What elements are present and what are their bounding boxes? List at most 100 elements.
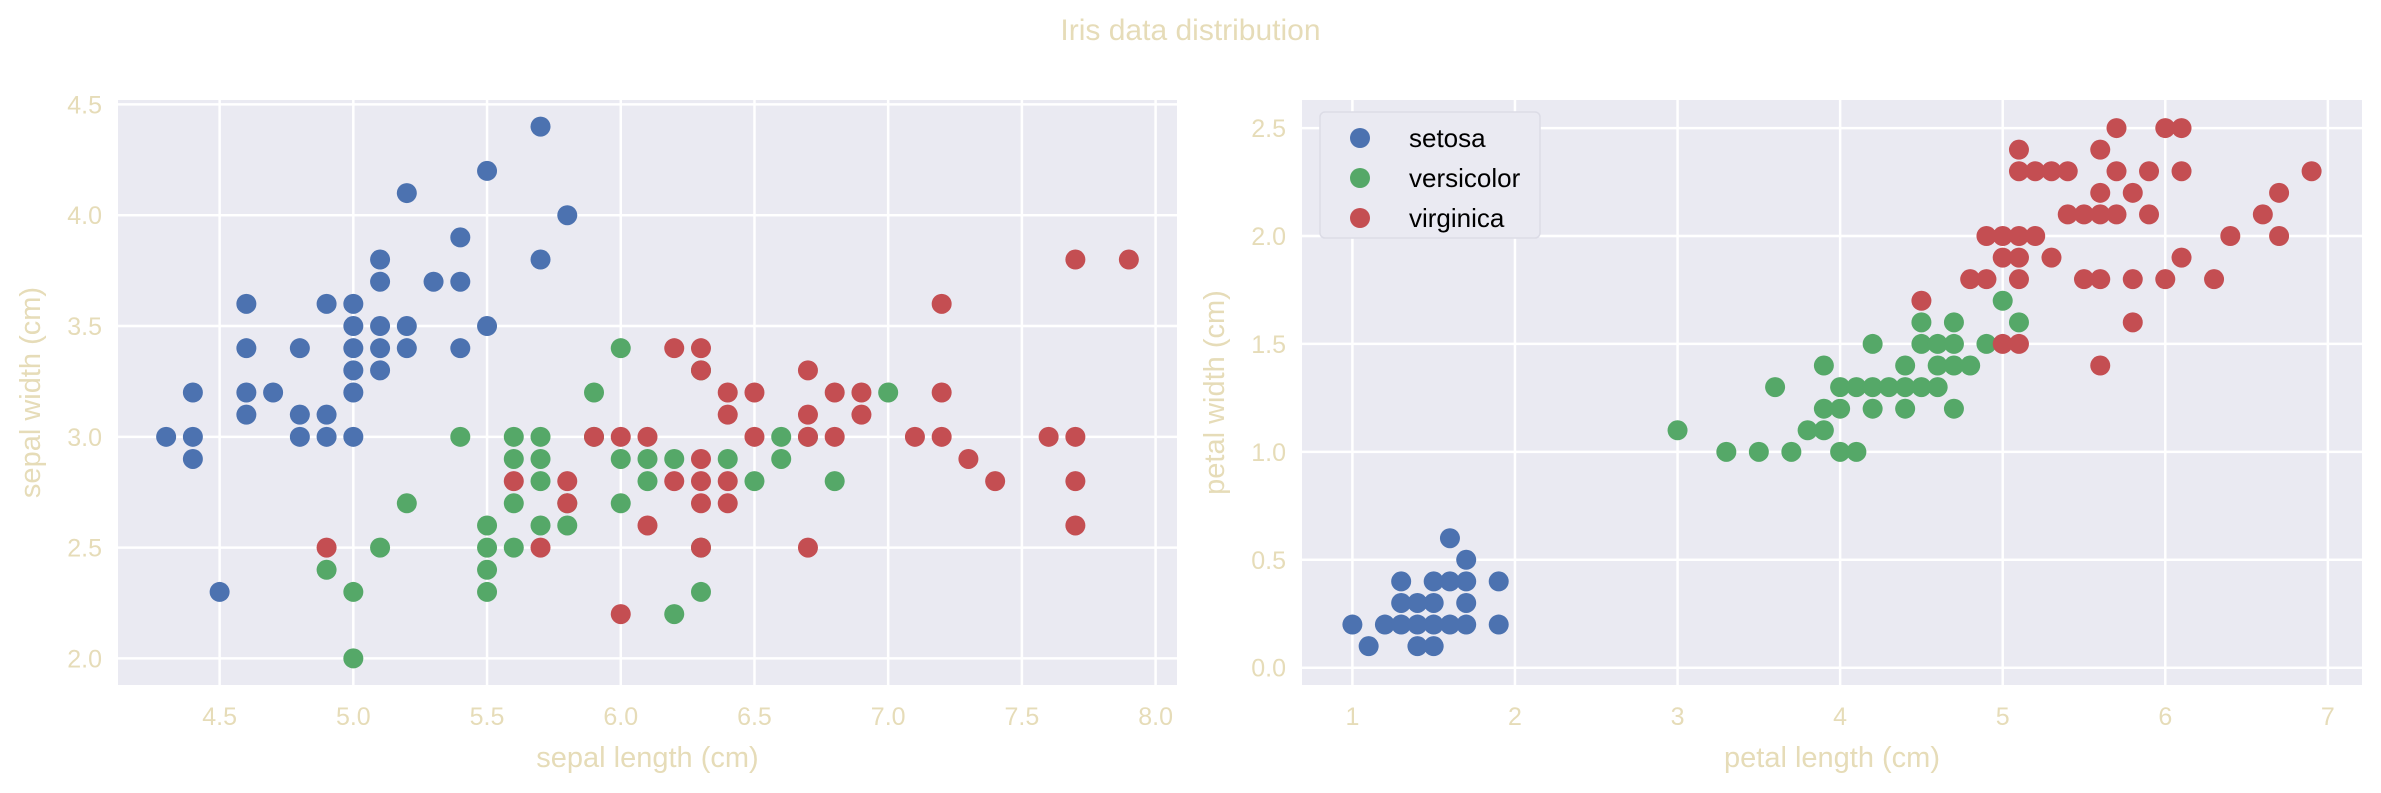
- data-point-setosa: [1407, 592, 1428, 613]
- data-point-setosa: [370, 338, 391, 359]
- data-point-setosa: [396, 316, 417, 337]
- data-point-versicolor: [1765, 377, 1786, 398]
- data-point-versicolor: [503, 426, 524, 447]
- data-point-virginica: [1038, 426, 1059, 447]
- data-point-setosa: [1342, 614, 1363, 635]
- data-point-versicolor: [477, 537, 498, 558]
- data-point-versicolor: [690, 581, 711, 602]
- data-point-setosa: [1456, 571, 1477, 592]
- data-point-versicolor: [1911, 377, 1932, 398]
- data-point-virginica: [2057, 204, 2078, 225]
- data-point-virginica: [2139, 204, 2160, 225]
- data-point-versicolor: [1895, 377, 1916, 398]
- data-point-setosa: [396, 183, 417, 204]
- data-point-virginica: [824, 382, 845, 403]
- data-point-setosa: [477, 316, 498, 337]
- y-tick-label: 3.5: [67, 313, 102, 341]
- data-point-versicolor: [396, 493, 417, 514]
- data-point-virginica: [2090, 204, 2111, 225]
- data-point-versicolor: [1895, 355, 1916, 376]
- data-point-virginica: [610, 426, 631, 447]
- data-point-setosa: [530, 116, 551, 137]
- data-point-versicolor: [1716, 441, 1737, 462]
- data-point-virginica: [664, 471, 685, 492]
- data-point-versicolor: [1943, 333, 1964, 354]
- data-point-setosa: [156, 426, 177, 447]
- data-point-virginica: [1065, 426, 1086, 447]
- y-tick-label: 0.0: [1251, 655, 1286, 683]
- data-point-setosa: [343, 316, 364, 337]
- data-point-setosa: [289, 338, 310, 359]
- data-point-virginica: [1976, 269, 1997, 290]
- data-point-virginica: [1065, 515, 1086, 536]
- legend: setosa versicolor virginica: [1319, 111, 1541, 239]
- data-point-virginica: [1992, 225, 2013, 246]
- data-point-setosa: [263, 382, 284, 403]
- data-point-setosa: [236, 382, 257, 403]
- data-point-virginica: [690, 448, 711, 469]
- data-point-setosa: [1391, 614, 1412, 635]
- data-point-setosa: [1391, 571, 1412, 592]
- y-tick-label: 2.5: [67, 535, 102, 563]
- x-tick-label: 4.5: [202, 703, 237, 731]
- data-point-setosa: [1439, 614, 1460, 635]
- data-point-virginica: [690, 360, 711, 381]
- data-point-versicolor: [530, 426, 551, 447]
- data-point-virginica: [2155, 118, 2176, 139]
- data-point-setosa: [1423, 592, 1444, 613]
- data-point-versicolor: [477, 515, 498, 536]
- data-point-versicolor: [1943, 355, 1964, 376]
- data-point-virginica: [637, 426, 658, 447]
- data-point-virginica: [904, 426, 925, 447]
- data-point-setosa: [343, 338, 364, 359]
- data-point-setosa: [182, 426, 203, 447]
- data-point-setosa: [1407, 614, 1428, 635]
- data-point-virginica: [2269, 182, 2290, 203]
- data-point-versicolor: [584, 382, 605, 403]
- legend-marker-virginica: [1350, 208, 1370, 228]
- data-point-setosa: [1358, 636, 1379, 657]
- y-tick-label: 3.0: [67, 424, 102, 452]
- data-point-versicolor: [477, 559, 498, 580]
- data-point-versicolor: [1846, 377, 1867, 398]
- data-point-virginica: [2073, 269, 2094, 290]
- x-tick-label: 6: [2158, 703, 2172, 731]
- x-tick-label: 5.5: [470, 703, 505, 731]
- legend-label-versicolor: versicolor: [1409, 163, 1521, 193]
- data-point-versicolor: [1813, 398, 1834, 419]
- data-point-setosa: [1407, 636, 1428, 657]
- data-point-virginica: [744, 382, 765, 403]
- data-point-setosa: [209, 581, 230, 602]
- data-point-setosa: [236, 293, 257, 314]
- data-point-virginica: [797, 360, 818, 381]
- data-point-virginica: [851, 404, 872, 425]
- data-point-setosa: [423, 271, 444, 292]
- data-point-versicolor: [503, 537, 524, 558]
- data-point-virginica: [557, 471, 578, 492]
- data-point-virginica: [584, 426, 605, 447]
- data-point-versicolor: [1667, 420, 1688, 441]
- data-point-setosa: [1456, 549, 1477, 570]
- data-point-versicolor: [530, 515, 551, 536]
- y-tick-label: 1.5: [1251, 331, 1286, 359]
- data-point-virginica: [717, 382, 738, 403]
- data-point-virginica: [2090, 355, 2111, 376]
- data-point-versicolor: [2008, 312, 2029, 333]
- data-point-virginica: [1992, 333, 2013, 354]
- data-point-versicolor: [1748, 441, 1769, 462]
- x-tick-label: 1: [1345, 703, 1359, 731]
- data-point-versicolor: [316, 559, 337, 580]
- data-point-virginica: [2090, 269, 2111, 290]
- data-point-virginica: [503, 471, 524, 492]
- data-point-setosa: [1456, 614, 1477, 635]
- data-point-versicolor: [771, 448, 792, 469]
- data-point-setosa: [289, 426, 310, 447]
- data-point-setosa: [450, 271, 471, 292]
- data-point-versicolor: [1878, 377, 1899, 398]
- data-point-setosa: [343, 426, 364, 447]
- data-point-setosa: [343, 293, 364, 314]
- data-point-virginica: [1976, 225, 1997, 246]
- data-point-versicolor: [1927, 333, 1948, 354]
- data-point-setosa: [343, 382, 364, 403]
